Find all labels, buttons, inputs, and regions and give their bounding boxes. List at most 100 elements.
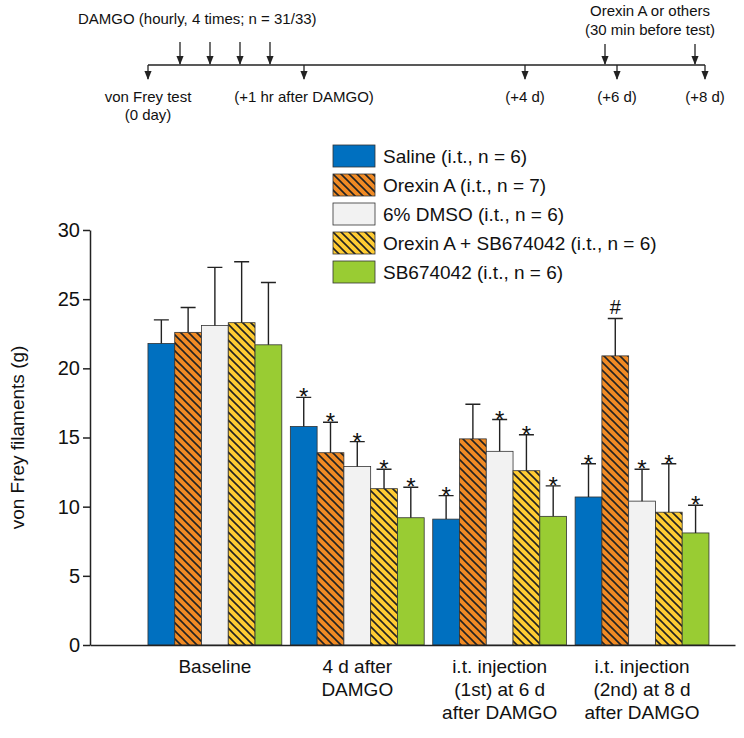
y-tick: 15	[58, 426, 90, 448]
legend-swatch	[333, 174, 375, 196]
y-tick-mark	[83, 645, 90, 647]
significance-marker: #	[610, 296, 622, 318]
y-tick-label: 5	[69, 565, 80, 587]
error-bar	[234, 262, 249, 323]
y-tick: 0	[69, 634, 90, 656]
bar	[682, 533, 709, 645]
y-tick-label: 20	[58, 357, 80, 379]
bar	[433, 519, 460, 645]
y-tick-label: 25	[58, 288, 80, 310]
bar	[540, 516, 567, 645]
legend: Saline (i.t., n = 6) Orexin A (i.t., n = …	[333, 145, 657, 283]
test-arrow	[303, 65, 304, 79]
bar	[255, 345, 282, 645]
dosing-arrow	[209, 42, 210, 64]
error-bar	[465, 404, 480, 439]
treatment-label: (30 min before test)	[585, 21, 715, 38]
legend-label: Saline (i.t., n = 6)	[383, 146, 527, 167]
chart: DAMGO (hourly, 4 times; n = 31/33) Orexin…	[0, 0, 744, 738]
y-tick: 20	[58, 357, 90, 379]
error-bar	[154, 320, 169, 344]
legend-item: 6% DMSO (i.t., n = 6)	[333, 203, 564, 225]
y-tick-mark	[83, 230, 90, 232]
bar	[602, 356, 629, 645]
x-axis: Baseline 4 d afterDAMGO i.t. injection(1st…	[91, 646, 736, 724]
y-tick-mark	[83, 506, 90, 508]
error-bar	[261, 283, 276, 345]
significance-marker: *	[326, 408, 335, 435]
bar	[486, 451, 513, 645]
time-point-label: (+8 d)	[685, 88, 725, 105]
x-tick-label: Baseline	[178, 656, 251, 677]
error-bar	[181, 307, 196, 332]
test-arrow	[524, 65, 525, 79]
legend-swatch	[333, 145, 375, 167]
bars	[148, 262, 709, 645]
treatment-arrow	[694, 44, 695, 64]
bar	[344, 467, 371, 645]
y-tick: 25	[58, 288, 90, 310]
dosing-label: DAMGO (hourly, 4 times; n = 31/33)	[78, 10, 317, 27]
significance-marker: *	[522, 421, 531, 448]
legend-swatch	[333, 261, 375, 283]
significance-marker: *	[406, 473, 415, 500]
significance-marker: *	[299, 383, 308, 410]
error-bar	[207, 267, 222, 325]
error-bar	[608, 319, 623, 356]
bar	[317, 453, 344, 645]
y-axis-title: von Frey filaments (g)	[7, 346, 28, 530]
x-tick: i.t. injection(1st) at 6 dafter DAMGO	[442, 656, 557, 723]
y-tick-label: 30	[58, 219, 80, 241]
bar	[148, 343, 175, 645]
test-arrow	[704, 65, 705, 79]
y-tick-mark	[83, 437, 90, 439]
legend-item: Saline (i.t., n = 6)	[333, 145, 527, 167]
significance-marker: *	[584, 450, 593, 477]
significance-marker: *	[441, 482, 450, 509]
x-tick: 4 d afterDAMGO	[321, 656, 393, 700]
timeline-axis	[148, 64, 705, 66]
significance-marker: *	[495, 406, 504, 433]
dosing-arrow	[269, 42, 270, 64]
treatment-label: Orexin A or others	[590, 2, 710, 19]
test-arrow	[616, 65, 617, 79]
time-point-label: (0 day)	[125, 106, 172, 123]
legend-swatch	[333, 232, 375, 254]
y-tick-label: 15	[58, 426, 80, 448]
legend-label: SB674042 (i.t., n = 6)	[383, 262, 563, 283]
x-axis-line	[91, 645, 736, 647]
y-tick: 5	[69, 565, 90, 587]
time-point-label: von Frey test	[105, 88, 193, 105]
y-tick-mark	[83, 576, 90, 578]
bar	[371, 489, 398, 645]
time-point-label: (+4 d)	[505, 88, 545, 105]
y-tick: 30	[58, 219, 90, 241]
legend-label: Orexin A (i.t., n = 7)	[383, 175, 546, 196]
y-axis: 0 5 10 15 20 25 30	[58, 219, 91, 656]
time-point-label: (+1 hr after DAMGO)	[234, 88, 374, 105]
bar	[655, 512, 682, 645]
dosing-arrow	[179, 42, 180, 64]
legend-item: Orexin A + SB674042 (i.t., n = 6)	[333, 232, 657, 254]
x-tick: i.t. injection(2nd) at 8 dafter DAMGO	[584, 656, 699, 723]
bar	[575, 497, 602, 645]
significance-marker: *	[549, 472, 558, 499]
significance-marker: *	[691, 491, 700, 518]
y-tick-label: 0	[69, 634, 80, 656]
legend-swatch	[333, 203, 375, 225]
legend-item: SB674042 (i.t., n = 6)	[333, 261, 563, 283]
x-tick-label: i.t. injection(1st) at 6 dafter DAMGO	[442, 656, 557, 723]
significance-marker: *	[379, 455, 388, 482]
bar	[175, 332, 202, 645]
y-tick-label: 10	[58, 496, 80, 518]
bar	[629, 501, 656, 645]
dosing-arrow	[239, 42, 240, 64]
significance-marker: *	[637, 455, 646, 482]
x-tick-label: i.t. injection(2nd) at 8 dafter DAMGO	[584, 656, 699, 723]
y-tick: 10	[58, 496, 90, 518]
bar	[460, 439, 487, 645]
timeline: DAMGO (hourly, 4 times; n = 31/33) Orexin…	[78, 2, 725, 123]
bar	[397, 518, 424, 645]
annotations: ****#*********	[299, 296, 700, 519]
legend-label: Orexin A + SB674042 (i.t., n = 6)	[383, 233, 657, 254]
